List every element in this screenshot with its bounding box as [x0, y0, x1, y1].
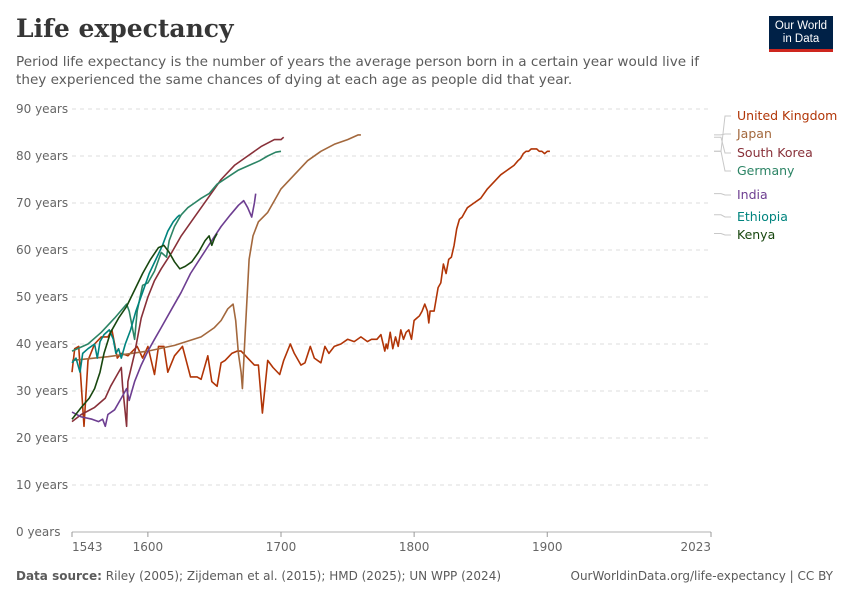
x-tick-label: 1543	[72, 540, 103, 554]
series-line-kenya[interactable]	[71, 233, 218, 420]
legend-label-south-korea[interactable]: South Korea	[737, 145, 813, 160]
y-tick-label: 30 years	[16, 384, 68, 398]
legend-connector	[714, 150, 731, 172]
y-tick-label: 40 years	[16, 337, 68, 351]
y-tick-label: 0 years	[16, 525, 60, 539]
legend-connector	[714, 193, 731, 196]
y-tick-label: 10 years	[16, 478, 68, 492]
y-tick-label: 90 years	[16, 102, 68, 116]
series-line-south-korea[interactable]	[71, 136, 285, 428]
logo-line-2: in Data	[782, 33, 820, 45]
series-line-united-kingdom[interactable]	[71, 148, 550, 428]
legend-connector	[714, 233, 731, 236]
data-source-text: Riley (2005); Zijdeman et al. (2015); HM…	[105, 569, 502, 583]
x-tick-label: 1600	[133, 540, 164, 554]
data-source: Data source: Riley (2005); Zijdeman et a…	[16, 569, 501, 583]
legend-connector	[714, 136, 731, 154]
line-chart: 0 years 10 years 20 years 30 years 40 years 5…	[16, 102, 837, 554]
legend-label-united-kingdom[interactable]: United Kingdom	[737, 108, 837, 123]
series-lines	[71, 134, 550, 428]
data-source-label: Data source:	[16, 569, 102, 583]
owid-logo[interactable]: Our World in Data	[769, 16, 833, 52]
y-tick-label: 80 years	[16, 149, 68, 163]
page-title: Life expectancy	[16, 14, 234, 43]
legend-label-kenya[interactable]: Kenya	[737, 227, 775, 242]
y-tick-label: 20 years	[16, 431, 68, 445]
legend-label-japan[interactable]: Japan	[736, 126, 772, 141]
source-url-link[interactable]: OurWorldinData.org/life-expectancy | CC …	[570, 569, 834, 583]
logo-line-1: Our World	[774, 20, 828, 32]
y-tick-label: 50 years	[16, 290, 68, 304]
legend: United Kingdom Japan South Korea Germany Ind…	[714, 108, 837, 242]
y-axis-ticks: 0 years 10 years 20 years 30 years 40 years 5…	[16, 102, 68, 539]
chart-subtitle: Period life expectancy is the number of …	[16, 54, 700, 88]
y-tick-label: 70 years	[16, 196, 68, 210]
gridlines	[72, 108, 711, 533]
legend-label-germany[interactable]: Germany	[737, 163, 795, 178]
legend-connector	[714, 133, 731, 136]
legend-label-ethiopia[interactable]: Ethiopia	[737, 209, 788, 224]
x-axis: 1543 1600 1700 1800 1900 2023	[71, 532, 712, 554]
legend-connector	[714, 214, 731, 218]
x-tick-label: 1800	[399, 540, 430, 554]
series-line-japan[interactable]	[71, 134, 361, 390]
series-line-india[interactable]	[71, 193, 257, 428]
x-tick-label: 2023	[680, 540, 711, 554]
x-tick-label: 1900	[532, 540, 563, 554]
x-tick-label: 1700	[266, 540, 297, 554]
legend-label-india[interactable]: India	[737, 187, 768, 202]
series-line-germany[interactable]	[71, 150, 282, 352]
y-tick-label: 60 years	[16, 243, 68, 257]
